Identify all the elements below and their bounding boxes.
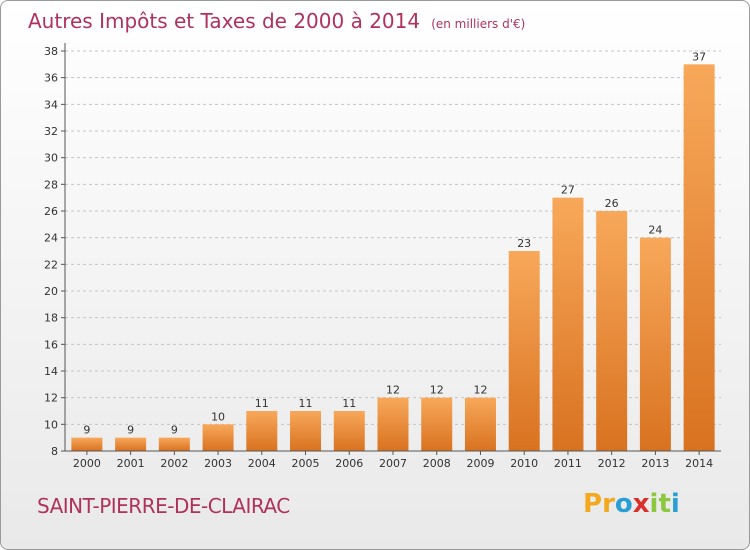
bar-2000 [71, 437, 103, 451]
data-label: 12 [386, 384, 400, 397]
y-tick-label: 8 [51, 445, 58, 458]
x-tick-label: 2013 [641, 457, 669, 470]
x-tick-label: 2002 [160, 457, 188, 470]
x-tick-label: 2000 [73, 457, 101, 470]
x-tick-label: 2006 [335, 457, 363, 470]
x-tick-label: 2007 [379, 457, 407, 470]
y-tick-label: 38 [44, 45, 58, 58]
data-label: 11 [255, 397, 269, 410]
y-tick-label: 20 [44, 285, 58, 298]
proxiti-logo: Proxiti [583, 489, 680, 519]
bar-2012 [596, 211, 628, 451]
data-label: 12 [473, 384, 487, 397]
bar-2001 [115, 437, 147, 451]
y-tick-label: 24 [44, 232, 58, 245]
data-label: 23 [517, 237, 531, 250]
bar-2002 [158, 437, 190, 451]
chart-title: Autres Impôts et Taxes de 2000 à 2014 [28, 9, 421, 33]
y-tick-label: 10 [44, 418, 58, 431]
x-tick-label: 2009 [466, 457, 494, 470]
bar-2005 [290, 411, 322, 451]
x-tick-label: 2010 [510, 457, 538, 470]
logo-letter: i [649, 489, 659, 519]
data-label: 10 [211, 410, 225, 423]
y-tick-label: 26 [44, 205, 58, 218]
x-tick-label: 2001 [117, 457, 145, 470]
commune-name: SAINT-PIERRE-DE-CLAIRAC [37, 494, 290, 518]
bar-2007 [377, 397, 409, 451]
logo-letter: r [602, 489, 615, 519]
y-tick-label: 22 [44, 258, 58, 271]
bar-2003 [202, 424, 234, 451]
logo-letter: x [632, 489, 650, 519]
data-label: 24 [648, 224, 662, 237]
bar-2008 [421, 397, 453, 451]
data-label: 12 [430, 384, 444, 397]
data-label: 9 [83, 424, 90, 437]
x-tick-label: 2008 [423, 457, 451, 470]
y-tick-label: 30 [44, 152, 58, 165]
bar-2010 [508, 251, 540, 451]
x-tick-label: 2014 [685, 457, 713, 470]
bar-2014 [683, 64, 715, 452]
y-tick-label: 14 [44, 365, 58, 378]
y-tick-label: 34 [44, 98, 58, 111]
y-tick-label: 18 [44, 312, 58, 325]
data-label: 11 [299, 397, 313, 410]
logo-letter: o [614, 489, 633, 519]
y-tick-label: 16 [44, 338, 58, 351]
bar-2011 [552, 197, 584, 451]
data-label: 11 [342, 397, 356, 410]
logo-letter: t [658, 489, 671, 519]
chart-title-group: Autres Impôts et Taxes de 2000 à 2014 (e… [28, 9, 525, 33]
data-label: 9 [127, 424, 134, 437]
data-label: 9 [171, 424, 178, 437]
y-tick-label: 28 [44, 178, 58, 191]
bar-2009 [464, 397, 496, 451]
data-label: 26 [605, 197, 619, 210]
bar-2006 [333, 411, 365, 451]
x-tick-label: 2005 [292, 457, 320, 470]
logo-letter: i [670, 489, 680, 519]
x-tick-label: 2003 [204, 457, 232, 470]
x-tick-label: 2012 [598, 457, 626, 470]
bar-2013 [639, 237, 671, 451]
logo-letter: P [583, 489, 603, 519]
x-tick-label: 2004 [248, 457, 276, 470]
bar-2004 [246, 411, 278, 451]
data-label: 27 [561, 184, 575, 197]
y-tick-label: 12 [44, 392, 58, 405]
data-label: 37 [692, 50, 706, 63]
x-tick-label: 2011 [554, 457, 582, 470]
y-tick-label: 32 [44, 125, 58, 138]
chart-subtitle: (en milliers d'€) [431, 17, 526, 31]
y-tick-label: 36 [44, 72, 58, 85]
